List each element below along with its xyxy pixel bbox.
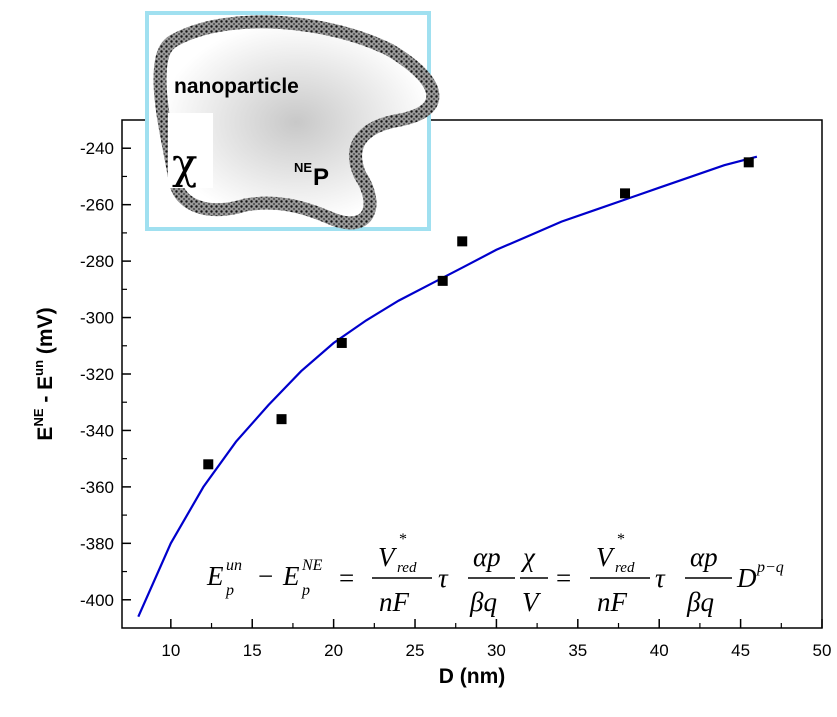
y-tick-label: -300 <box>80 309 114 328</box>
y-axis-title-unit: (mV) <box>34 307 57 360</box>
nanoparticle-inset: nanoparticle χ NE P <box>147 13 433 229</box>
eq-d: D <box>736 563 757 593</box>
eq-frac3-chi: χ <box>520 542 536 572</box>
y-axis-title: ENE - Eun (mV) <box>31 307 57 440</box>
y-tick-label: -280 <box>80 252 114 271</box>
x-tick-label: 15 <box>243 641 262 660</box>
eq-minus1: − <box>258 561 273 591</box>
y-axis-title-sup2: un <box>31 360 46 376</box>
x-tick-label: 25 <box>406 641 425 660</box>
data-point <box>620 188 630 198</box>
eq-frac5-ap: αp <box>690 542 718 572</box>
eq-p-sub2: p <box>301 582 310 599</box>
eq-p-sub1: p <box>225 582 234 599</box>
eq-frac1-nf: nF <box>379 587 410 617</box>
x-axis-title: D (nm) <box>439 665 506 688</box>
x-tick-label: 10 <box>161 641 180 660</box>
data-point <box>337 338 347 348</box>
eq-frac1-v: V <box>378 542 398 572</box>
eq-frac3-v: V <box>522 587 542 617</box>
eq-frac1-star: * <box>399 531 407 548</box>
eq-un-sup: un <box>226 557 242 574</box>
inset-label-nanoparticle: nanoparticle <box>174 75 299 98</box>
data-point <box>203 459 213 469</box>
y-tick-label: -400 <box>80 591 114 610</box>
eq-frac4-star: * <box>617 531 625 548</box>
x-tick-label: 50 <box>813 641 832 660</box>
inset-label-chi: χ <box>172 139 197 188</box>
data-point <box>438 276 448 286</box>
x-tick-label: 30 <box>487 641 506 660</box>
eq-frac1-red: red <box>397 560 417 576</box>
y-tick-label: -340 <box>80 421 114 440</box>
y-axis-title-e1: E <box>34 427 57 441</box>
y-ticks <box>122 148 131 600</box>
x-tick-label: 20 <box>324 641 343 660</box>
eq-e2: E <box>282 561 300 591</box>
y-axis-title-sup1: NE <box>31 408 46 426</box>
x-ticks <box>171 619 822 628</box>
x-tick-label: 35 <box>568 641 587 660</box>
y-tick-labels: -400 -380 -360 -340 -320 -300 -280 -260 -240 <box>80 139 114 610</box>
eq-e1: E <box>206 561 224 591</box>
eq-frac2-bq: βq <box>469 587 497 617</box>
eq-ne-sup: NE <box>301 557 323 574</box>
x-tick-labels: 10 15 20 25 30 35 40 45 50 <box>161 641 831 660</box>
eq-frac4-nf: nF <box>597 587 628 617</box>
data-point <box>457 236 467 246</box>
y-tick-label: -240 <box>80 139 114 158</box>
eq-equals1: = <box>339 563 354 593</box>
eq-frac4-red: red <box>615 560 635 576</box>
x-tick-label: 40 <box>650 641 669 660</box>
eq-frac2-ap: αp <box>473 542 501 572</box>
eq-d-exp: p−q <box>756 559 784 576</box>
eq-tau1: τ <box>438 563 449 593</box>
inset-label-ne-sup: NE <box>294 160 312 175</box>
eq-frac4-v: V <box>596 542 616 572</box>
equation: E un p − E NE p = V * red nF τ αp βq χ V… <box>206 531 784 617</box>
y-tick-label: -360 <box>80 478 114 497</box>
eq-tau2: τ <box>655 563 666 593</box>
eq-equals2: = <box>556 563 571 593</box>
data-point <box>277 414 287 424</box>
eq-frac5-bq: βq <box>686 587 714 617</box>
inset-label-p: P <box>313 164 329 191</box>
y-tick-label: -380 <box>80 534 114 553</box>
x-tick-label: 45 <box>731 641 750 660</box>
data-point <box>744 157 754 167</box>
y-axis-title-mid: - E <box>34 376 57 409</box>
y-tick-label: -260 <box>80 196 114 215</box>
y-tick-label: -320 <box>80 365 114 384</box>
